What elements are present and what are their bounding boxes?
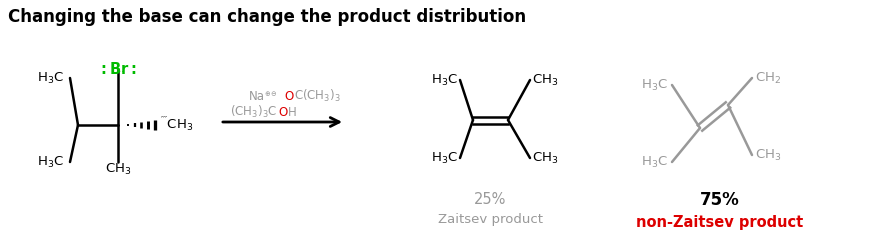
Text: $\mathregular{CH_3}$: $\mathregular{CH_3}$ [532,150,558,166]
Text: $\mathregular{:Br:}$: $\mathregular{:Br:}$ [99,61,137,77]
Text: $\mathregular{H_3C}$: $\mathregular{H_3C}$ [37,71,64,85]
Text: Changing the base can change the product distribution: Changing the base can change the product… [8,8,526,26]
Text: O: O [279,106,288,118]
Text: O: O [285,89,294,103]
Text: $\mathregular{CH_3}$: $\mathregular{CH_3}$ [755,147,781,163]
Text: $\mathregular{H_3C}$: $\mathregular{H_3C}$ [37,154,64,170]
Text: $\mathregular{CH_3}$: $\mathregular{CH_3}$ [105,162,131,177]
Text: H: H [288,106,296,118]
Text: 25%: 25% [474,193,506,207]
Text: $\mathregular{H_3C}$: $\mathregular{H_3C}$ [431,73,458,87]
Text: $\mathregular{H_3C}$: $\mathregular{H_3C}$ [431,150,458,166]
Text: $\mathregular{CH_3}$: $\mathregular{CH_3}$ [532,73,558,87]
Text: 75%: 75% [700,191,740,209]
Text: $\mathregular{C(CH_3)_3}$: $\mathregular{C(CH_3)_3}$ [294,88,340,104]
Text: Na: Na [248,89,265,103]
Text: $^{\oplus}$$^{\ominus}$: $^{\oplus}$$^{\ominus}$ [265,91,278,101]
Text: non-Zaitsev product: non-Zaitsev product [636,214,803,230]
Text: $\mathregular{H_3C}$: $\mathregular{H_3C}$ [642,77,668,92]
Text: $\mathregular{CH_2}$: $\mathregular{CH_2}$ [755,71,781,85]
Text: $\mathregular{'''CH_3}$: $\mathregular{'''CH_3}$ [160,116,193,134]
Text: $\mathregular{H_3C}$: $\mathregular{H_3C}$ [642,154,668,170]
Text: ··: ·· [112,67,124,77]
Text: $\mathregular{(CH_3)_3C}$: $\mathregular{(CH_3)_3C}$ [231,104,278,120]
Text: Zaitsev product: Zaitsev product [438,213,543,227]
